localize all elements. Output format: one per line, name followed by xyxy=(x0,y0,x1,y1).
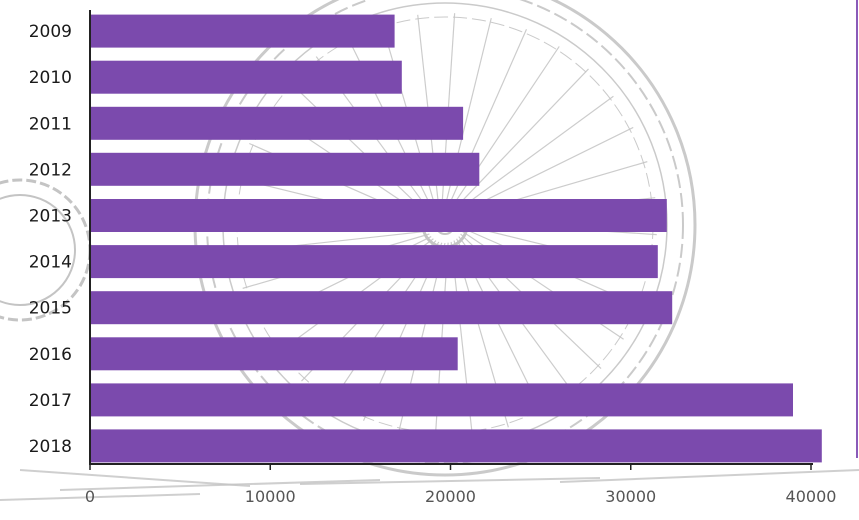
category-label-2016: 2016 xyxy=(29,345,72,365)
bar-2011 xyxy=(91,106,464,140)
bar-2018 xyxy=(91,429,822,463)
category-label-2011: 2011 xyxy=(29,114,72,134)
category-label-2018: 2018 xyxy=(29,437,72,457)
category-label-2014: 2014 xyxy=(29,253,72,273)
x-tick-label: 30000 xyxy=(605,487,656,506)
category-label-2009: 2009 xyxy=(29,22,72,42)
bar-2017 xyxy=(91,383,793,417)
bar-2016 xyxy=(91,337,458,371)
bar-2013 xyxy=(91,199,667,232)
x-tick-label: 40000 xyxy=(786,487,837,506)
category-label-2010: 2010 xyxy=(29,68,72,88)
x-tick-label: 20000 xyxy=(425,487,476,506)
bar-2014 xyxy=(91,245,658,279)
bar-2010 xyxy=(91,60,402,94)
category-label-2017: 2017 xyxy=(29,391,72,411)
x-tick-label: 10000 xyxy=(245,487,296,506)
bars xyxy=(91,14,822,463)
category-label-2013: 2013 xyxy=(29,207,72,227)
x-tick-label: 0 xyxy=(85,487,95,506)
labels: 0 10000 20000 30000 40000 2009 2010 2011 2012 201… xyxy=(29,22,837,506)
bar-2012 xyxy=(91,152,480,186)
bar-2015 xyxy=(91,291,673,325)
axes xyxy=(89,10,813,470)
bar-2009 xyxy=(91,14,395,48)
category-label-2012: 2012 xyxy=(29,160,72,180)
category-label-2015: 2015 xyxy=(29,299,72,319)
